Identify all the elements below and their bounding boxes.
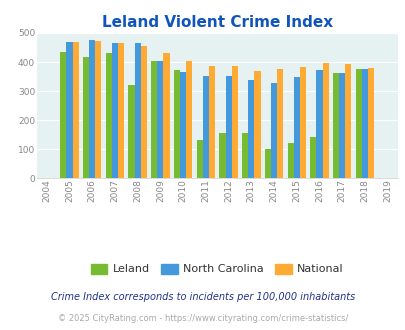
Bar xyxy=(254,71,260,178)
Bar xyxy=(72,42,79,178)
Bar xyxy=(225,76,231,178)
Bar xyxy=(367,68,373,178)
Bar xyxy=(163,53,169,178)
Bar xyxy=(299,67,305,178)
Bar xyxy=(141,46,147,178)
Bar xyxy=(83,57,89,178)
Text: © 2025 CityRating.com - https://www.cityrating.com/crime-statistics/: © 2025 CityRating.com - https://www.city… xyxy=(58,314,347,323)
Bar xyxy=(293,77,299,178)
Bar xyxy=(95,41,101,178)
Title: Leland Violent Crime Index: Leland Violent Crime Index xyxy=(101,16,332,30)
Bar xyxy=(276,69,283,178)
Bar xyxy=(355,69,361,178)
Legend: Leland, North Carolina, National: Leland, North Carolina, National xyxy=(86,259,347,279)
Bar xyxy=(151,61,157,178)
Bar xyxy=(209,66,215,178)
Bar xyxy=(173,70,179,178)
Bar xyxy=(247,80,254,178)
Bar xyxy=(179,72,186,178)
Bar xyxy=(270,82,276,178)
Bar xyxy=(157,61,163,178)
Bar xyxy=(66,42,72,178)
Bar xyxy=(60,52,66,178)
Bar xyxy=(287,143,293,178)
Bar xyxy=(264,148,270,178)
Bar xyxy=(219,133,225,178)
Bar xyxy=(186,61,192,178)
Bar xyxy=(202,76,209,178)
Bar xyxy=(118,43,124,178)
Bar xyxy=(344,64,351,178)
Bar xyxy=(128,85,134,178)
Bar xyxy=(309,137,315,178)
Bar xyxy=(338,73,344,178)
Bar xyxy=(322,63,328,178)
Bar xyxy=(241,133,247,178)
Bar xyxy=(231,66,237,178)
Bar xyxy=(105,53,112,178)
Bar xyxy=(134,43,141,178)
Bar xyxy=(89,40,95,178)
Bar xyxy=(332,73,338,178)
Text: Crime Index corresponds to incidents per 100,000 inhabitants: Crime Index corresponds to incidents per… xyxy=(51,292,354,302)
Bar xyxy=(315,70,322,178)
Bar xyxy=(361,69,367,178)
Bar xyxy=(196,141,202,178)
Bar xyxy=(112,43,118,178)
